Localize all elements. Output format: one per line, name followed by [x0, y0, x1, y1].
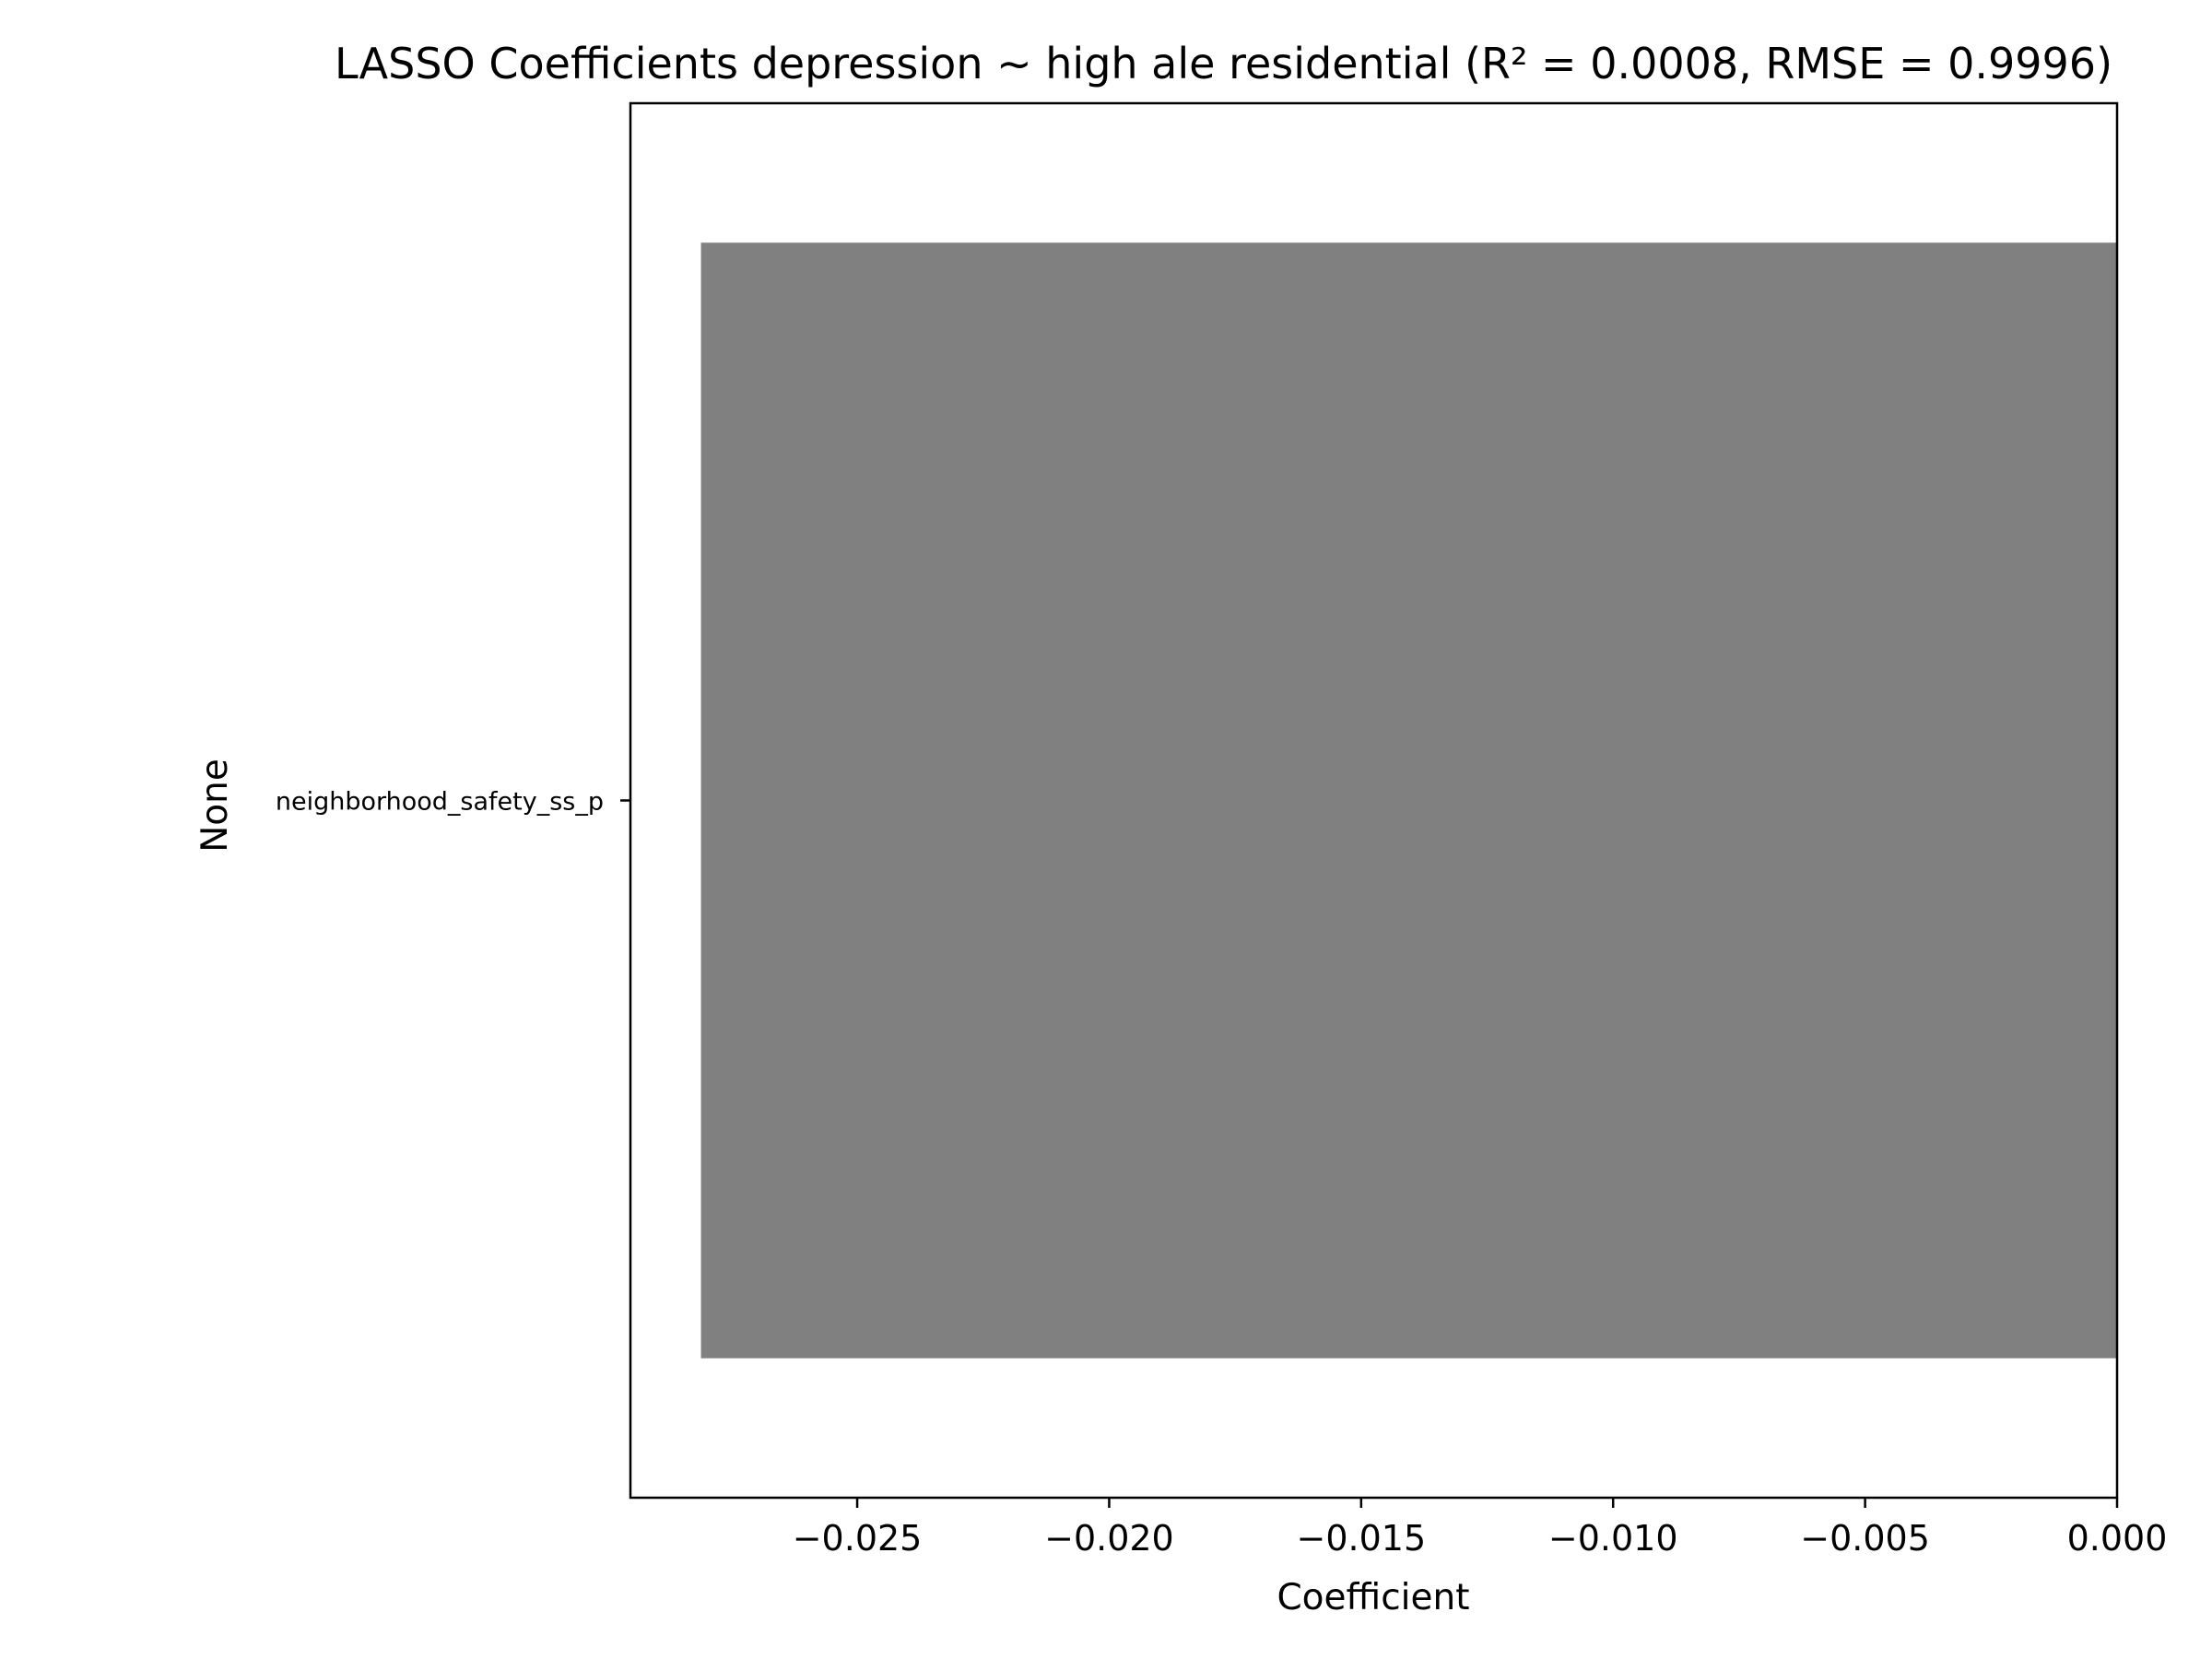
x-tick-label: −0.005 — [1800, 1518, 1930, 1559]
x-tick-label: 0.000 — [2067, 1518, 2168, 1559]
x-tick-label: −0.020 — [1044, 1518, 1174, 1559]
x-axis-ticks: −0.025 −0.020 −0.015 −0.010 −0.005 0.000 — [793, 1498, 2168, 1559]
x-tick-label: −0.025 — [793, 1518, 923, 1559]
bars-layer — [700, 242, 2118, 1359]
x-axis-label: Coefficient — [1277, 1577, 1469, 1618]
y-axis-ticks: neighborhood_safety_ss_p — [276, 788, 630, 817]
y-tick-label: neighborhood_safety_ss_p — [276, 788, 604, 817]
chart-title: LASSO Coefficients depression ~ high ale… — [335, 39, 2112, 88]
bar — [700, 242, 2118, 1359]
x-tick-label: −0.010 — [1548, 1518, 1678, 1559]
x-tick-label: −0.015 — [1297, 1518, 1427, 1559]
y-axis-label: None — [194, 759, 236, 853]
